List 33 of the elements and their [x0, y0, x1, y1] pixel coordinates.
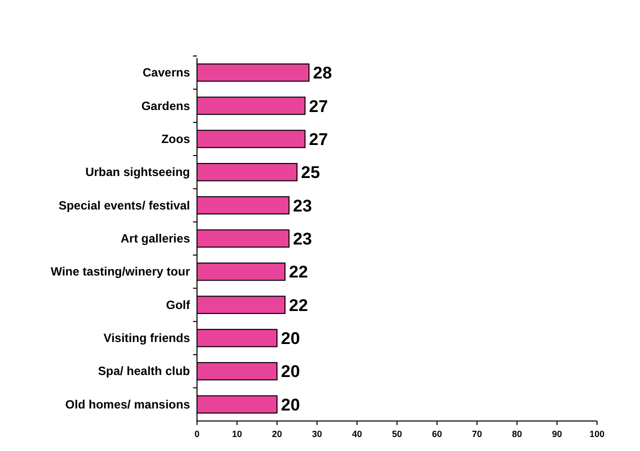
y-tick-label: Visiting friends	[104, 331, 190, 346]
y-tick-label: Gardens	[141, 98, 190, 113]
y-tick-label: Special events/ festival	[58, 198, 190, 212]
y-tick-label: Wine tasting/winery tour	[50, 264, 190, 279]
data-label: 27	[309, 96, 328, 116]
data-label: 22	[289, 296, 308, 315]
x-tick-label: 10	[232, 429, 242, 439]
y-tick-label: Spa/ health club	[98, 364, 190, 378]
data-label: 22	[289, 262, 308, 282]
y-tick-label: Golf	[166, 298, 191, 312]
data-label: 27	[309, 130, 328, 149]
data-label: 20	[281, 329, 300, 348]
data-label: 23	[293, 196, 312, 216]
y-tick-label: Urban sightseeing	[85, 165, 190, 180]
y-tick-label: Caverns	[142, 66, 190, 80]
y-tick-label: Old homes/ mansions	[65, 397, 190, 412]
data-label: 20	[281, 362, 300, 382]
x-tick-label: 70	[472, 429, 482, 439]
x-tick-label: 100	[589, 429, 605, 439]
x-tick-label: 80	[512, 429, 522, 439]
x-tick-label: 60	[432, 429, 442, 439]
data-label: 20	[281, 395, 300, 414]
x-tick-label: 30	[312, 429, 322, 439]
x-tick-label: 0	[194, 429, 200, 439]
y-tick-label: Art galleries	[120, 232, 190, 246]
x-tick-label: 90	[552, 429, 562, 439]
data-label: 28	[313, 64, 332, 83]
x-tick-label: 50	[392, 429, 402, 439]
x-tick-label: 20	[272, 429, 282, 439]
y-tick-label: Zoos	[161, 132, 190, 146]
data-label: 23	[293, 230, 312, 248]
data-label: 25	[301, 163, 320, 182]
x-tick-label: 40	[352, 429, 362, 439]
